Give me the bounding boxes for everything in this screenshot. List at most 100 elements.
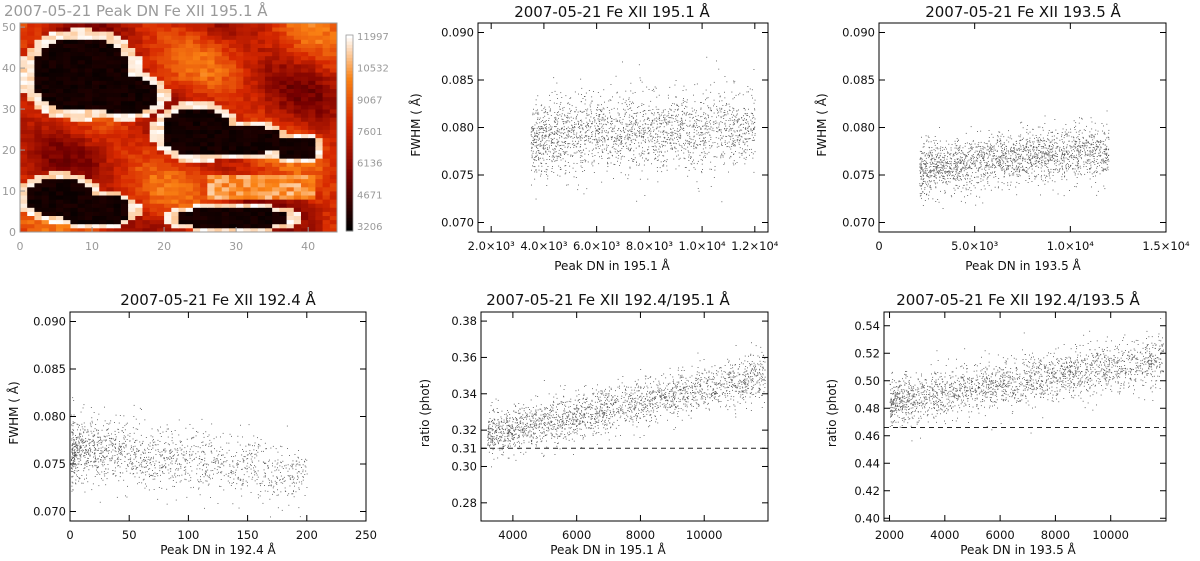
heatmap-cell	[85, 199, 93, 204]
heatmap-cell	[34, 166, 42, 171]
heatmap-cell	[56, 35, 64, 40]
heatmap-cell	[186, 142, 194, 147]
scatter-point	[569, 172, 570, 173]
scatter-point	[704, 145, 705, 146]
heatmap-cell	[215, 162, 223, 167]
heatmap-cell	[121, 134, 129, 139]
heatmap-cell	[114, 23, 122, 28]
heatmap-cell	[279, 84, 287, 89]
scatter-point	[598, 92, 599, 93]
scatter-point	[626, 126, 627, 127]
scatter-point	[576, 116, 577, 117]
scatter-point	[704, 142, 705, 143]
heatmap-cell	[315, 125, 323, 130]
heatmap-cell	[121, 101, 129, 106]
scatter-point	[745, 159, 746, 160]
scatter-point	[578, 141, 579, 142]
heatmap-cell	[265, 195, 273, 200]
scatter-point	[545, 128, 546, 129]
scatter-point	[1084, 145, 1085, 146]
heatmap-cell	[49, 89, 57, 94]
heatmap-cell	[63, 138, 71, 143]
scatter-point	[721, 201, 722, 202]
heatmap-cell	[85, 72, 93, 77]
scatter-point	[939, 162, 940, 163]
scatter-point	[747, 115, 748, 116]
heatmap-cell	[70, 97, 78, 102]
scatter-point	[595, 136, 596, 137]
heatmap-cell	[330, 52, 338, 57]
heatmap-cell	[186, 113, 194, 118]
scatter-point	[598, 128, 599, 129]
scatter-point	[681, 124, 682, 125]
scatter-point	[635, 121, 636, 122]
heatmap-cell	[258, 220, 266, 225]
scatter-point	[539, 153, 540, 154]
scatter-point	[602, 109, 603, 110]
heatmap-cell	[70, 216, 78, 221]
scatter-point	[586, 140, 587, 141]
heatmap-cell	[92, 134, 100, 139]
heatmap-cell	[308, 101, 316, 106]
heatmap-cell	[164, 187, 172, 192]
heatmap-cell	[92, 191, 100, 196]
heatmap-cell	[78, 76, 86, 81]
x-tick-label: 4.0×10³	[520, 239, 568, 253]
heatmap-cell	[323, 187, 331, 192]
scatter-point	[547, 112, 548, 113]
scatter-point	[709, 152, 710, 153]
heatmap-cell	[215, 56, 223, 61]
scatter-point	[1010, 155, 1011, 156]
scatter-point	[701, 132, 702, 133]
heatmap-cell	[56, 72, 64, 77]
heatmap-cell	[171, 187, 179, 192]
heatmap-cell	[243, 212, 251, 217]
scatter-point	[712, 145, 713, 146]
scatter-point	[1091, 155, 1092, 156]
scatter-point	[711, 169, 712, 170]
scatter-point	[599, 121, 600, 122]
heatmap-cell	[330, 113, 338, 118]
y-axis-label: FWHM ( Å)	[814, 93, 829, 156]
heatmap-cell	[279, 105, 287, 110]
scatter-point	[945, 162, 946, 163]
scatter-point	[638, 142, 639, 143]
scatter-point	[628, 148, 629, 149]
heatmap-cell	[49, 121, 57, 126]
heatmap-cell	[323, 183, 331, 188]
scatter-point	[750, 89, 751, 90]
scatter-point	[576, 119, 577, 120]
heatmap-cell	[251, 134, 259, 139]
scatter-point	[649, 141, 650, 142]
heatmap-cell	[135, 146, 143, 151]
scatter-point	[693, 145, 694, 146]
scatter-point	[721, 154, 722, 155]
heatmap-cell	[330, 80, 338, 85]
scatter-point	[573, 143, 574, 144]
scatter-point	[538, 152, 539, 153]
heatmap-cell	[34, 101, 42, 106]
heatmap-cell	[150, 68, 158, 73]
scatter-point	[635, 135, 636, 136]
scatter-point	[573, 127, 574, 128]
scatter-point	[621, 138, 622, 139]
heatmap-cell	[121, 68, 129, 73]
heatmap-cell	[150, 199, 158, 204]
scatter-point	[589, 151, 590, 152]
scatter-point	[668, 117, 669, 118]
heatmap-cell	[272, 56, 280, 61]
heatmap-cell	[186, 68, 194, 73]
scatter-point	[643, 134, 644, 135]
heatmap-cell	[301, 35, 309, 40]
scatter-point	[648, 131, 649, 132]
heatmap-cell	[150, 125, 158, 130]
scatter-point	[746, 119, 747, 120]
heatmap-cell	[229, 125, 237, 130]
scatter-point	[583, 123, 584, 124]
heatmap-cell	[186, 162, 194, 167]
heatmap-cell	[121, 97, 129, 102]
heatmap-cell	[287, 101, 295, 106]
heatmap-cell	[315, 142, 323, 147]
heatmap-cell	[49, 97, 57, 102]
scatter-point	[630, 107, 631, 108]
